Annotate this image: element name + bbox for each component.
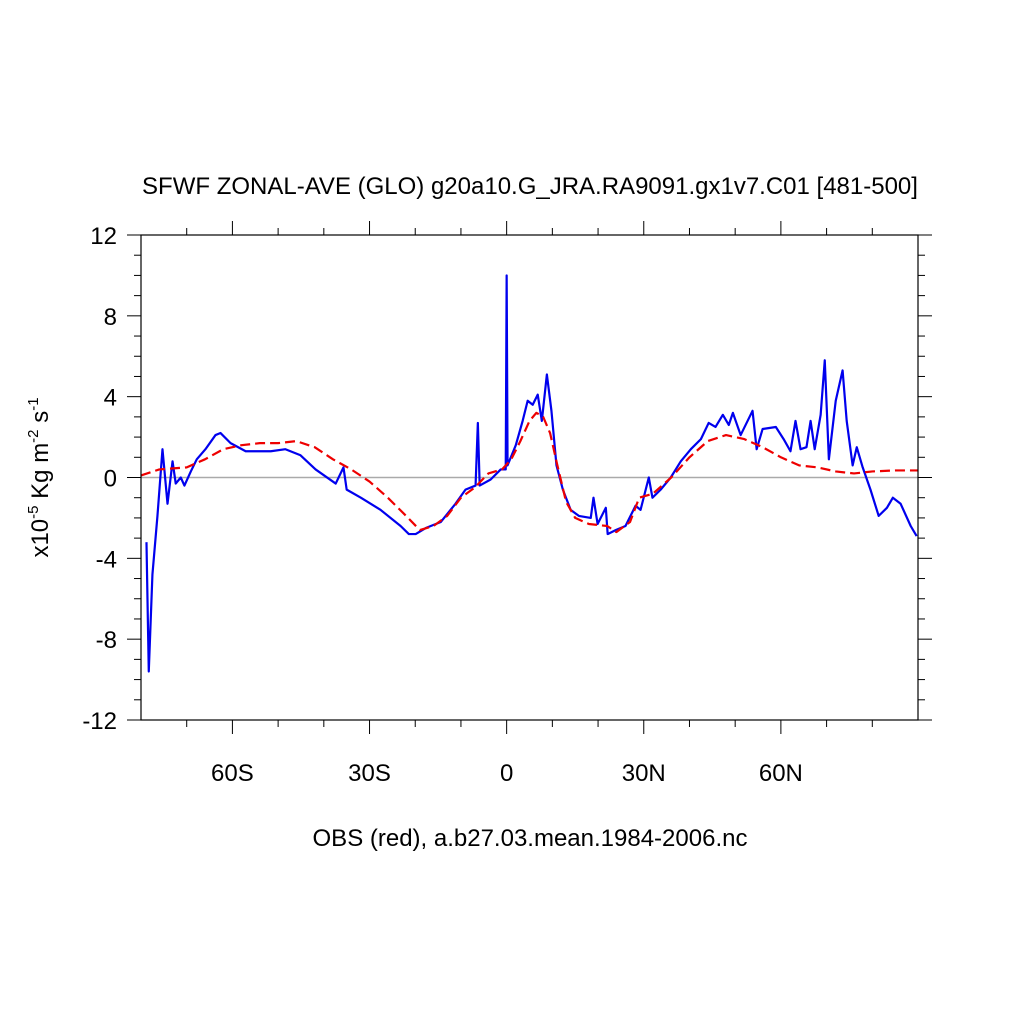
x-axis-label: OBS (red), a.b27.03.mean.1984-2006.nc [313,825,748,852]
y-tick-label: 8 [104,304,117,331]
y-tick-label: 12 [90,223,117,250]
x-tick-label: 60N [759,760,803,787]
x-tick-label: 60S [211,760,254,787]
data-line [140,411,918,534]
y-axis-label-part: x10 [27,519,54,558]
y-axis-label-superscript: -2 [25,429,42,442]
x-tick-label: 30N [622,760,666,787]
x-tick-label: 30S [348,760,391,787]
x-tick-label: 0 [500,760,513,787]
data-line [145,274,918,673]
y-tick-label: 0 [104,466,117,493]
y-axis-label: x10-5 Kg m-2 s-1 [25,397,54,557]
y-tick-label: -12 [82,708,117,735]
y-axis-label-superscript: -1 [25,397,42,410]
y-axis-label-part: Kg m [27,443,54,506]
y-axis-label-superscript: -5 [25,506,42,519]
plot-frame [140,234,919,721]
y-axis-label-part: s [27,411,54,430]
y-tick-label: -8 [96,627,117,654]
y-tick-label: -4 [96,546,117,573]
y-tick-label: 4 [104,385,117,412]
chart-title: SFWF ZONAL-AVE (GLO) g20a10.G_JRA.RA9091… [142,173,918,200]
